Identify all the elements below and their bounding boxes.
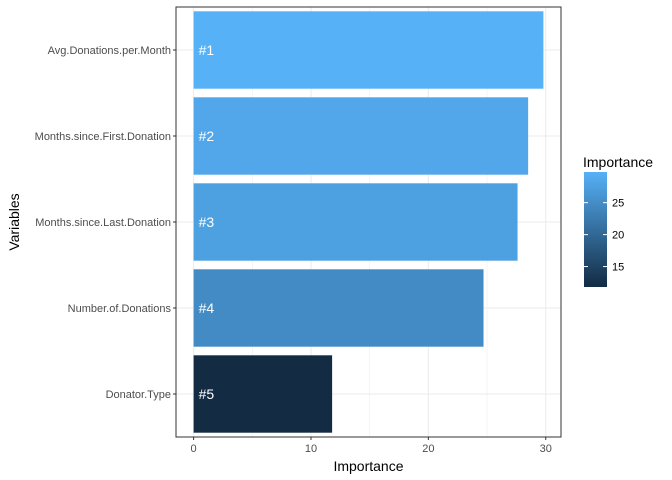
y-tick-label: Donator.Type (106, 389, 171, 401)
bar (193, 11, 544, 89)
legend-ticks: 15 20 25 (584, 198, 624, 274)
bar-rank-label: #3 (199, 214, 215, 230)
bar (193, 183, 518, 261)
legend-tick-label: 15 (612, 262, 624, 274)
bar (193, 97, 529, 175)
color-legend: Importance 15 20 25 (583, 154, 653, 287)
legend-tick-label: 25 (612, 198, 624, 210)
x-tick-label: 10 (305, 443, 317, 455)
y-axis-ticks: Avg.Donations.per.Month Months.since.Firs… (35, 45, 176, 401)
y-tick-label: Number.of.Donations (68, 303, 172, 315)
y-axis-title: Variables (6, 193, 22, 250)
legend-tick-label: 20 (612, 230, 624, 242)
y-tick-label: Avg.Donations.per.Month (48, 45, 171, 57)
bar-rank-label: #5 (199, 386, 215, 402)
x-axis-title: Importance (333, 458, 403, 474)
bars: #1 #2 #3 #4 #5 (193, 11, 544, 433)
legend-colorbar (584, 172, 607, 287)
y-tick-label: Months.since.First.Donation (35, 131, 171, 143)
bar-rank-label: #2 (199, 128, 215, 144)
x-axis-ticks: 0 10 20 30 (191, 437, 552, 455)
legend-title: Importance (583, 154, 653, 170)
x-tick-label: 30 (540, 443, 552, 455)
bar (193, 269, 484, 347)
x-tick-label: 20 (422, 443, 434, 455)
bar-rank-label: #1 (199, 42, 215, 58)
x-tick-label: 0 (191, 443, 197, 455)
bar-rank-label: #4 (199, 300, 215, 316)
y-tick-label: Months.since.Last.Donation (35, 217, 171, 229)
bar (193, 355, 333, 433)
